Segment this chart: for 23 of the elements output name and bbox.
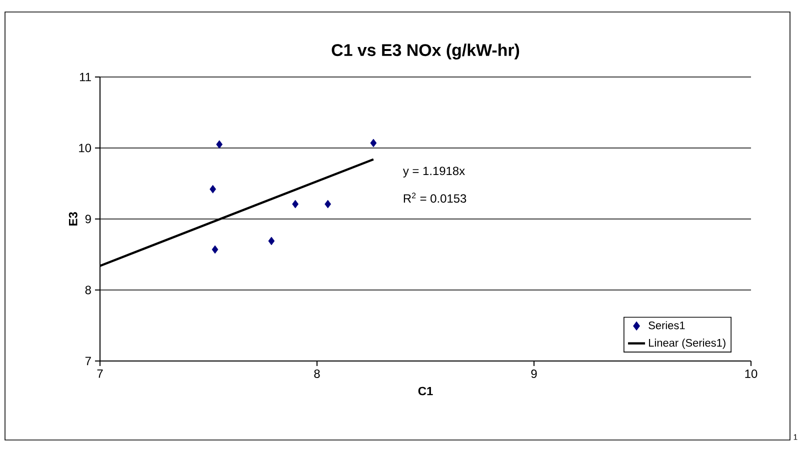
- point: [210, 184, 216, 194]
- point: [268, 236, 275, 246]
- annotation: R$^{2}$ = 0.0153: [404, 192, 466, 203]
- point: [216, 140, 223, 149]
- chart-title: C1 vs E3 NOx (g/kW-hr): [332, 44, 520, 60]
- x-tick-label: 10: [745, 370, 758, 378]
- y-axis-title: E3: [68, 212, 78, 226]
- point: [212, 245, 218, 254]
- y-tick-label: 11: [80, 72, 91, 82]
- legend-label: Linear (Series1): [649, 338, 726, 349]
- x-tick-label: 8: [314, 370, 320, 378]
- y-tick-label: 7: [85, 356, 91, 366]
- y-tick-label: 8: [85, 286, 91, 294]
- point: [292, 200, 299, 208]
- legend-label: Series1: [648, 321, 685, 330]
- point: [370, 138, 377, 148]
- y-tick-label: 9: [85, 214, 91, 224]
- x-axis-title: C1: [418, 386, 433, 396]
- point: [324, 200, 332, 208]
- y-tick-label: 10: [79, 144, 92, 152]
- annotation: y = 1.1918x: [402, 166, 465, 178]
- x-tick-label: 9: [531, 370, 537, 378]
- x-tick-label: 7: [97, 370, 103, 378]
